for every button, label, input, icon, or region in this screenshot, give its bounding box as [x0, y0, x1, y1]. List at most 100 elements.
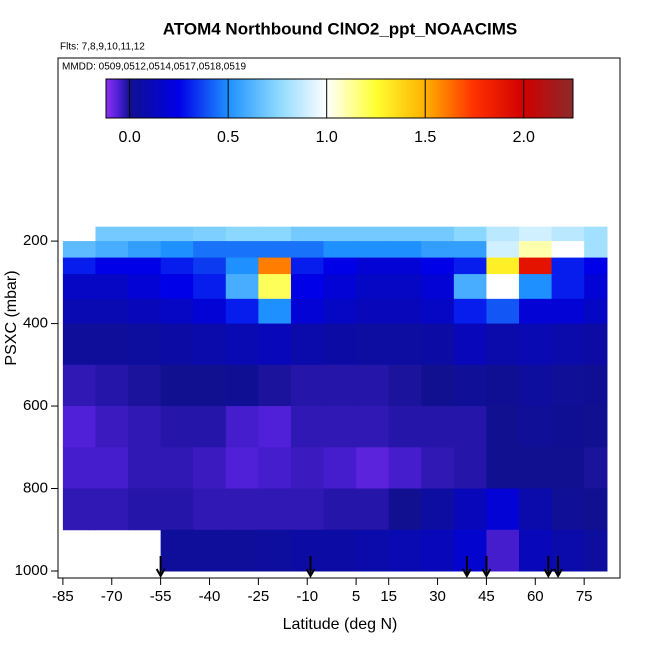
heat-cell — [225, 529, 259, 572]
heat-cell — [225, 226, 259, 242]
heat-cell — [519, 488, 553, 531]
heat-cell — [160, 241, 194, 259]
heat-cell — [519, 323, 553, 366]
heat-cell — [486, 323, 520, 366]
heat-cell — [584, 447, 608, 490]
heat-cell — [584, 257, 608, 275]
heat-cell — [551, 406, 585, 448]
y-tick-label: 800 — [23, 479, 48, 496]
heat-cell — [356, 447, 390, 490]
x-tick-label: 5 — [352, 588, 360, 605]
heat-cell — [160, 274, 194, 300]
heat-cell — [62, 298, 96, 325]
heat-cell — [388, 447, 422, 490]
heat-cell — [225, 323, 259, 366]
heat-cell — [323, 257, 357, 275]
heat-cell — [225, 364, 259, 407]
heat-cell — [258, 226, 292, 242]
plot-frame — [57, 57, 621, 579]
heat-cell — [519, 447, 553, 490]
heat-cell — [421, 488, 455, 531]
heat-cell — [193, 323, 227, 366]
heat-cell — [486, 257, 520, 275]
heat-cell — [62, 406, 96, 448]
heat-cell — [290, 226, 325, 242]
heat-cell — [160, 226, 194, 242]
heat-cell — [323, 241, 357, 259]
subtitle: Flts: 7,8,9,10,11,12 — [60, 42, 145, 53]
heat-cell — [421, 241, 455, 259]
x-tick-label: -25 — [248, 588, 270, 605]
heat-cell — [421, 323, 455, 366]
heat-cell — [128, 274, 162, 300]
heat-cell — [486, 406, 520, 448]
heat-cell — [160, 298, 194, 325]
heat-cell — [551, 257, 585, 275]
heat-cell — [95, 364, 129, 407]
colorbar-tick-label: 0.0 — [119, 129, 141, 146]
heat-cell — [323, 298, 357, 325]
heat-cell — [62, 241, 96, 259]
heat-cell — [421, 447, 455, 490]
colorbar-tick-label: 1.0 — [316, 129, 338, 146]
heat-cell — [486, 241, 520, 259]
chart-title: ATOM4 Northbound ClNO2_ppt_NOAACIMS — [163, 19, 517, 38]
heat-cell — [453, 257, 487, 275]
heat-cell — [193, 364, 227, 407]
colorbar — [105, 78, 574, 119]
heat-cell — [62, 323, 96, 366]
heat-cell — [323, 274, 357, 300]
heat-cell — [519, 364, 553, 407]
heat-cell — [258, 406, 292, 448]
x-tick-label: 75 — [576, 588, 593, 605]
heat-cell — [128, 226, 162, 242]
arrow-marker — [305, 556, 316, 579]
y-tick-label: 200 — [23, 232, 48, 249]
heat-cell — [95, 257, 129, 275]
heat-cell — [160, 323, 194, 366]
heat-cell — [290, 323, 325, 366]
heat-cell — [421, 257, 455, 275]
heat-cell — [356, 298, 390, 325]
heat-cell — [388, 529, 422, 572]
heat-cell — [486, 529, 520, 572]
heat-cell — [193, 488, 227, 531]
heat-cell — [388, 323, 422, 366]
heat-cell — [62, 488, 96, 531]
heat-cell — [388, 226, 422, 242]
heat-cell — [584, 226, 608, 242]
heat-cell — [193, 241, 227, 259]
heat-cell — [62, 257, 96, 275]
heat-cell — [584, 406, 608, 448]
heat-cell — [453, 406, 487, 448]
arrow-marker — [462, 556, 472, 579]
heat-cell — [323, 226, 357, 242]
heat-cell — [160, 257, 194, 275]
heat-cell — [258, 241, 292, 259]
x-tick-label: 60 — [527, 588, 544, 605]
heat-cell — [193, 406, 227, 448]
heat-cell — [160, 447, 194, 490]
y-tick-label: 600 — [23, 397, 48, 414]
annotation: MMDD: 0509,0512,0514,0517,0518,0519 — [62, 62, 246, 73]
heat-cell — [225, 257, 259, 275]
heat-cell — [519, 406, 553, 448]
heat-cell — [388, 241, 422, 259]
heat-cell — [421, 406, 455, 448]
heat-cell — [486, 488, 520, 531]
arrow-marker — [481, 556, 492, 579]
heat-cell — [128, 488, 162, 531]
heat-cell — [323, 447, 357, 490]
heat-cell — [453, 241, 487, 259]
x-tick-label: -70 — [101, 588, 123, 605]
heat-cell — [258, 529, 292, 572]
arrow-marker — [155, 556, 166, 579]
heat-cell — [421, 364, 455, 407]
y-tick-label: 400 — [23, 315, 48, 332]
heat-cell — [551, 364, 585, 407]
heat-cell — [551, 529, 585, 572]
heat-cell — [486, 298, 520, 325]
heat-cell — [225, 298, 259, 325]
heat-cell — [323, 488, 357, 531]
